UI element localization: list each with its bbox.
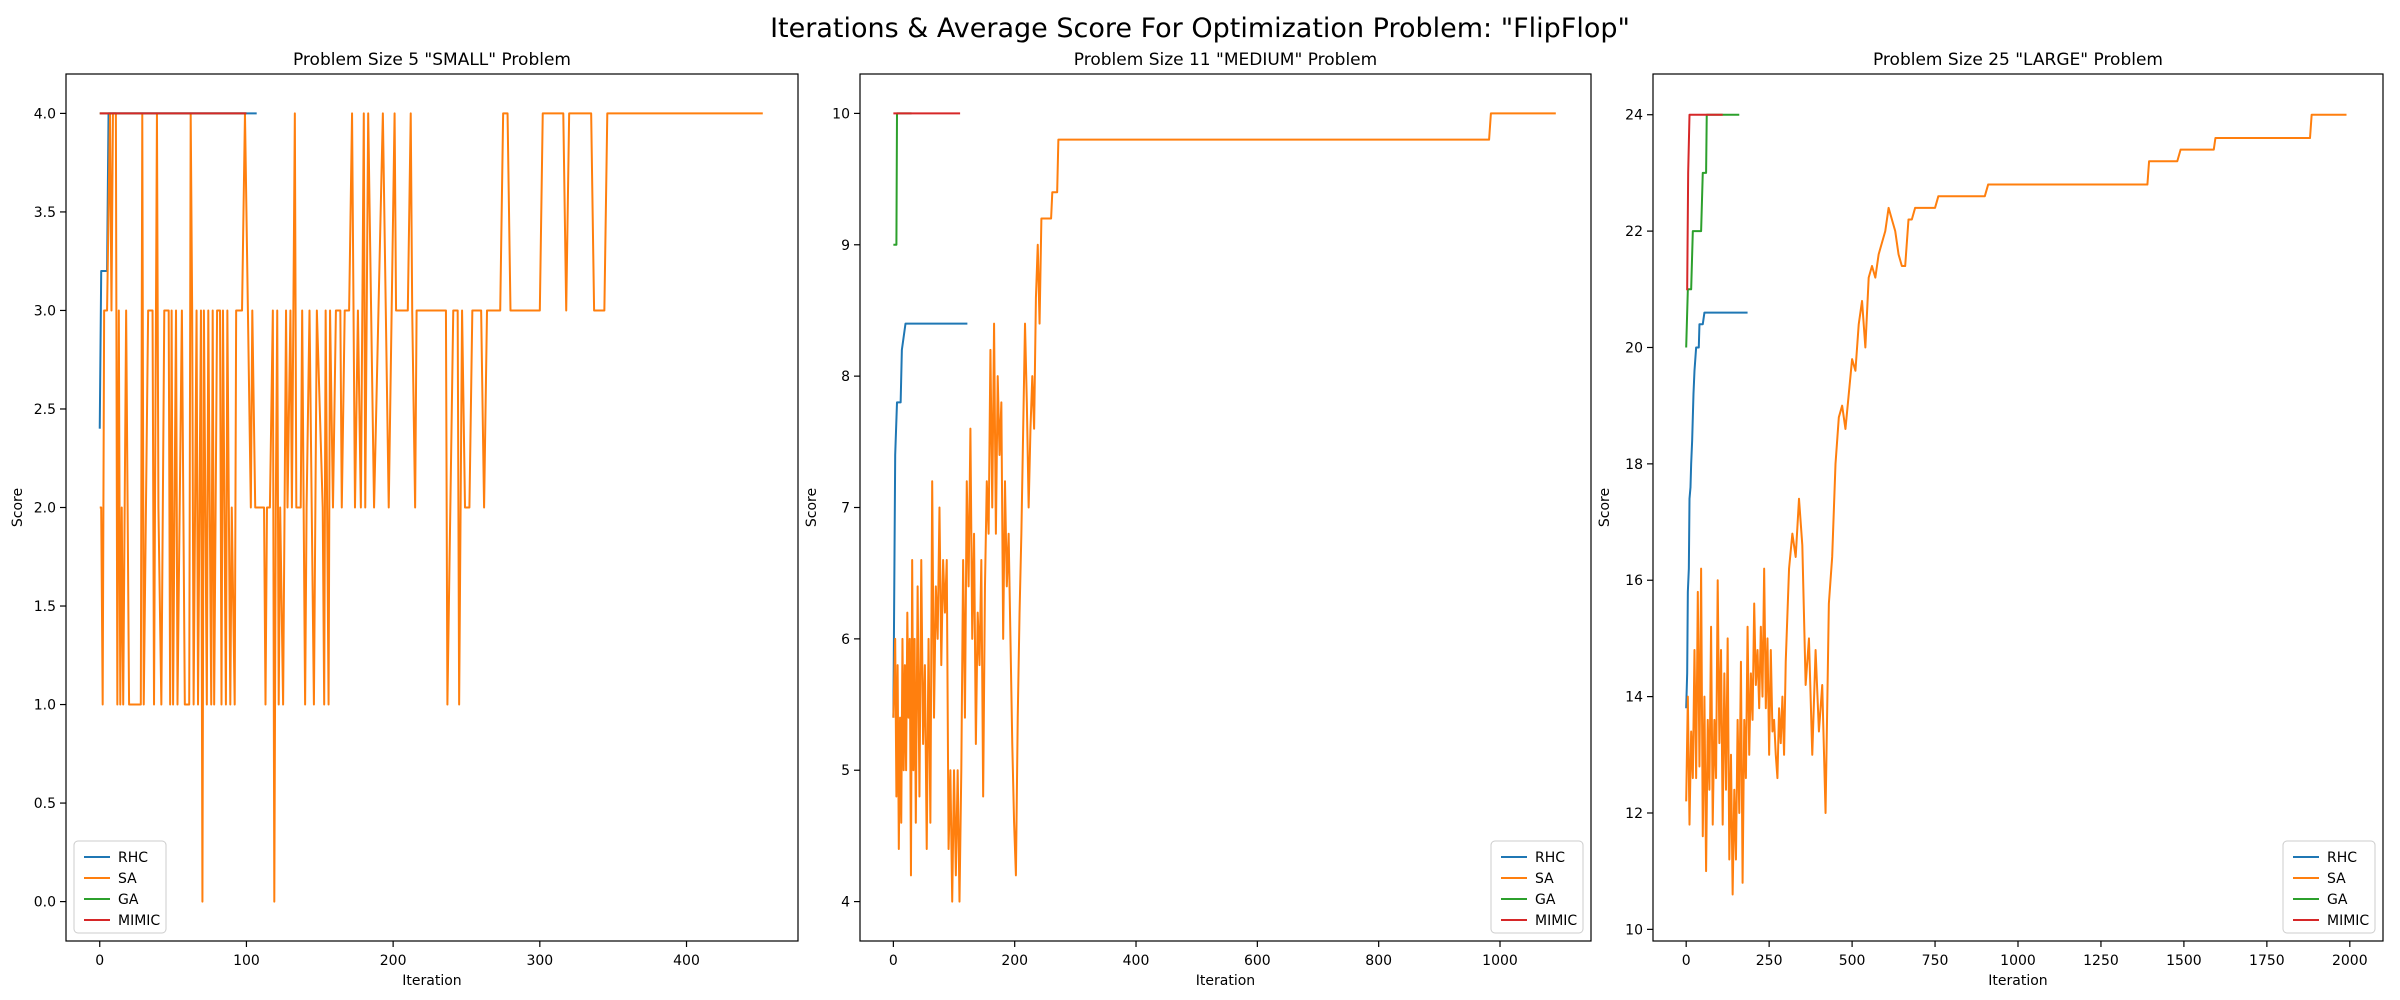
y-tick-label: 10 bbox=[1625, 922, 1643, 938]
legend-label: GA bbox=[2327, 892, 2348, 908]
legend: RHC SA GA MIMIC bbox=[73, 840, 167, 934]
y-tick-label: 2.0 bbox=[34, 501, 56, 517]
figure-suptitle: Iterations & Average Score For Optimizat… bbox=[770, 13, 1630, 44]
y-tick-label: 4 bbox=[841, 895, 850, 911]
series-line-sa bbox=[892, 112, 1556, 903]
x-tick-label: 300 bbox=[526, 953, 553, 969]
y-tick-label: 0.5 bbox=[34, 796, 56, 812]
legend-label: GA bbox=[1535, 892, 1556, 908]
x-tick-label: 1750 bbox=[2249, 953, 2285, 969]
x-tick-label: 2000 bbox=[2332, 953, 2368, 969]
legend: RHC SA GA MIMIC bbox=[2282, 840, 2376, 934]
legend-box bbox=[73, 840, 167, 934]
x-axis-label: Iteration bbox=[1988, 973, 2047, 989]
x-tick-label: 600 bbox=[1244, 953, 1271, 969]
subplot-title: Problem Size 25 "LARGE" Problem bbox=[1873, 50, 2163, 70]
series-line-rhc bbox=[98, 112, 257, 429]
y-tick-label: 7 bbox=[841, 501, 850, 517]
legend-box bbox=[1490, 840, 1584, 934]
y-tick-label: 1.0 bbox=[34, 698, 56, 714]
x-tick-label: 500 bbox=[1839, 953, 1866, 969]
legend-label: MIMIC bbox=[2327, 913, 2369, 929]
y-tick-label: 22 bbox=[1625, 224, 1643, 240]
series-line-sa bbox=[1685, 113, 2347, 896]
y-tick-label: 9 bbox=[841, 238, 850, 254]
x-tick-label: 1250 bbox=[2083, 953, 2119, 969]
x-axis-label: Iteration bbox=[402, 973, 461, 989]
y-tick-label: 6 bbox=[841, 632, 850, 648]
x-axis-label: Iteration bbox=[1196, 973, 1255, 989]
series-group bbox=[892, 112, 1556, 903]
legend-label: MIMIC bbox=[1535, 913, 1577, 929]
y-tick-label: 5 bbox=[841, 763, 850, 779]
series-group bbox=[98, 112, 763, 903]
x-tick-label: 400 bbox=[673, 953, 700, 969]
subplot-3: Problem Size 25 "LARGE" Problem 0 250 500 75… bbox=[1597, 50, 2384, 989]
subplot-title: Problem Size 11 "MEDIUM" Problem bbox=[1074, 50, 1377, 70]
y-axis-label: Score bbox=[804, 488, 820, 527]
subplot-1: Problem Size 5 "SMALL" Problem 0 100 200 300… bbox=[10, 50, 799, 989]
y-tick-label: 10 bbox=[832, 106, 850, 122]
y-tick-label: 20 bbox=[1625, 340, 1643, 356]
y-axis-label: Score bbox=[1597, 488, 1613, 527]
series-line-sa bbox=[99, 112, 763, 903]
y-tick-label: 3.0 bbox=[34, 303, 56, 319]
legend-label: MIMIC bbox=[118, 913, 160, 929]
x-tick-label: 0 bbox=[889, 953, 898, 969]
series-line-ga bbox=[893, 112, 912, 246]
subplot-2: Problem Size 11 "MEDIUM" Problem 0 200 400 6… bbox=[804, 50, 1592, 989]
x-tick-label: 100 bbox=[233, 953, 260, 969]
y-tick-label: 16 bbox=[1625, 573, 1643, 589]
y-tick-label: 2.5 bbox=[34, 402, 56, 418]
x-tick-label: 750 bbox=[1922, 953, 1949, 969]
y-tick-label: 1.5 bbox=[34, 599, 56, 615]
x-tick-label: 200 bbox=[380, 953, 407, 969]
legend: RHC SA GA MIMIC bbox=[1490, 840, 1584, 934]
legend-box bbox=[2282, 840, 2376, 934]
x-tick-label: 200 bbox=[1001, 953, 1028, 969]
series-line-ga bbox=[1685, 113, 1740, 348]
y-tick-label: 12 bbox=[1625, 806, 1643, 822]
x-tick-label: 0 bbox=[95, 953, 104, 969]
series-group bbox=[1685, 113, 2347, 896]
legend-label: SA bbox=[1535, 871, 1554, 887]
y-tick-label: 8 bbox=[841, 369, 850, 385]
legend-label: RHC bbox=[118, 850, 148, 866]
axes-frame bbox=[1652, 73, 2384, 942]
x-tick-label: 1000 bbox=[1482, 953, 1518, 969]
y-tick-label: 18 bbox=[1625, 457, 1643, 473]
legend-label: GA bbox=[118, 892, 139, 908]
y-tick-label: 14 bbox=[1625, 690, 1643, 706]
y-tick-label: 0.0 bbox=[34, 895, 56, 911]
y-axis-label: Score bbox=[10, 488, 26, 527]
x-tick-label: 0 bbox=[1682, 953, 1691, 969]
subplot-title: Problem Size 5 "SMALL" Problem bbox=[293, 50, 571, 70]
x-tick-label: 250 bbox=[1756, 953, 1783, 969]
x-tick-label: 800 bbox=[1365, 953, 1392, 969]
y-tick-label: 3.5 bbox=[34, 205, 56, 221]
legend-label: SA bbox=[2327, 871, 2346, 887]
series-line-rhc bbox=[1685, 311, 1748, 709]
legend-label: RHC bbox=[1535, 850, 1565, 866]
y-tick-label: 24 bbox=[1625, 108, 1643, 124]
x-tick-label: 1000 bbox=[2000, 953, 2036, 969]
series-line-rhc bbox=[892, 322, 968, 718]
x-tick-label: 400 bbox=[1123, 953, 1150, 969]
series-line-mimic bbox=[1686, 113, 1723, 291]
legend-label: RHC bbox=[2327, 850, 2357, 866]
x-tick-label: 1500 bbox=[2166, 953, 2202, 969]
legend-label: SA bbox=[118, 871, 137, 887]
y-tick-label: 4.0 bbox=[34, 106, 56, 122]
